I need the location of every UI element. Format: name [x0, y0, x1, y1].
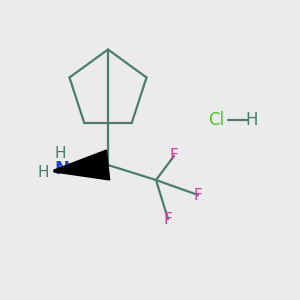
Text: N: N: [54, 160, 69, 178]
Text: H: H: [38, 165, 49, 180]
Polygon shape: [54, 150, 110, 180]
Text: F: F: [169, 148, 178, 164]
Text: H: H: [54, 146, 66, 160]
Text: F: F: [164, 212, 172, 226]
Text: F: F: [194, 188, 202, 202]
Text: Cl: Cl: [208, 111, 224, 129]
Text: H: H: [246, 111, 258, 129]
